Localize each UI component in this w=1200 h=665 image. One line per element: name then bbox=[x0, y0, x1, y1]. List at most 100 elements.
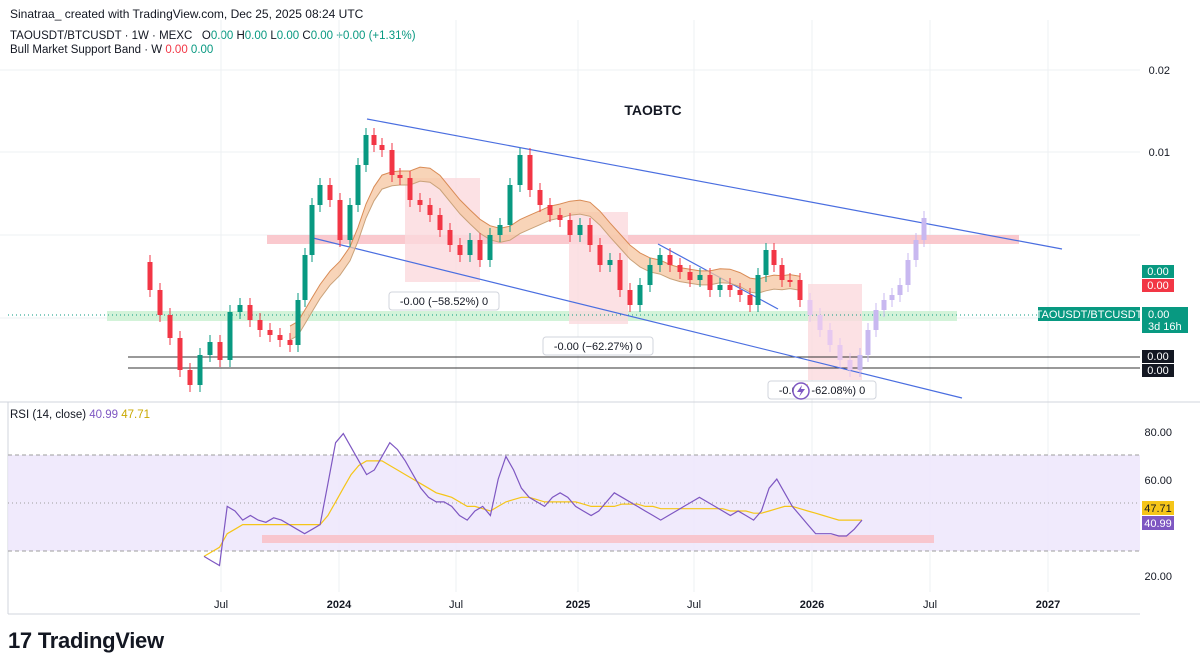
candle-body bbox=[287, 340, 293, 345]
candle-body bbox=[827, 330, 833, 345]
candle-body bbox=[865, 330, 871, 355]
candle-body bbox=[267, 330, 273, 335]
time-tick-jul-2023: Jul bbox=[214, 599, 228, 611]
candle-body bbox=[355, 165, 361, 205]
candle-body bbox=[337, 200, 343, 240]
candle-body bbox=[577, 225, 583, 235]
time-tick-2026: 2026 bbox=[800, 599, 824, 611]
svg-text:-0.0⚡-62.08%) 0: -0.0⚡-62.08%) 0 bbox=[779, 384, 865, 397]
candle-body bbox=[507, 185, 513, 225]
channel-upper-line[interactable] bbox=[366, 118, 1063, 250]
channel-lower-line[interactable] bbox=[312, 237, 963, 399]
candle-body bbox=[363, 135, 369, 165]
candle-body bbox=[447, 230, 453, 245]
chart-canvas[interactable]: TAOBTC -0.00 (−58.52%) 0 -0.00 (−62.27%)… bbox=[0, 0, 1200, 625]
candle-body bbox=[587, 225, 593, 245]
open-label: O bbox=[201, 30, 211, 42]
candle-body bbox=[247, 305, 253, 320]
candle-body bbox=[295, 300, 301, 345]
candle-body bbox=[677, 265, 683, 272]
green-support-zone bbox=[107, 311, 957, 321]
chart-title: TAOBTC bbox=[624, 102, 681, 118]
candle-body bbox=[637, 285, 643, 305]
svg-text:0.00: 0.00 bbox=[1147, 365, 1168, 377]
rsi-ma-value: 47.71 bbox=[121, 409, 151, 421]
symbol-price-tag[interactable]: TAOUSDT/BTCUSDT 0.00 3d 16h bbox=[1036, 307, 1188, 333]
candle-body bbox=[527, 155, 533, 190]
time-tick-2025: 2025 bbox=[566, 599, 590, 611]
candle-body bbox=[187, 370, 193, 385]
time-tick-jul-2025: Jul bbox=[687, 599, 701, 611]
candle-body bbox=[897, 285, 903, 295]
candle-body bbox=[557, 215, 563, 220]
candle-body bbox=[477, 240, 483, 260]
candle-body bbox=[167, 315, 173, 338]
low-value: 0.00 bbox=[276, 30, 300, 42]
rsi-support-zone bbox=[262, 535, 934, 543]
up-price-tag: 0.00 bbox=[1142, 265, 1174, 278]
candle-body bbox=[881, 300, 887, 310]
level-tag-1: 0.00 bbox=[1142, 350, 1174, 363]
candle-body bbox=[567, 220, 573, 235]
candle-body bbox=[657, 255, 663, 265]
low-label: L bbox=[270, 30, 277, 42]
drawdown-box-3 bbox=[808, 284, 862, 380]
down-price-tag: 0.00 bbox=[1142, 279, 1174, 292]
rsi-legend[interactable]: RSI (14, close) 40.99 47.71 bbox=[10, 409, 150, 421]
candle-body bbox=[467, 240, 473, 255]
svg-text:47.71: 47.71 bbox=[1144, 503, 1172, 515]
lightning-icon[interactable] bbox=[792, 382, 810, 400]
candle-body bbox=[747, 295, 753, 305]
rsi-tick-3: 20.00 bbox=[1144, 571, 1172, 583]
candle-body bbox=[837, 345, 843, 360]
time-tick-jul-2024: Jul bbox=[449, 599, 463, 611]
time-tick-2027: 2027 bbox=[1036, 599, 1060, 611]
time-tick-jul-2026: Jul bbox=[923, 599, 937, 611]
candle-body bbox=[497, 225, 503, 235]
bmsb-legend[interactable]: Bull Market Support Band · W 0.00 0.00 bbox=[10, 44, 213, 56]
candle-body bbox=[207, 342, 213, 355]
candle-body bbox=[647, 265, 653, 285]
candle-body bbox=[437, 215, 443, 230]
rsi-value: 40.99 bbox=[89, 409, 119, 421]
candle-body bbox=[197, 355, 203, 385]
bmsb-value-1: 0.00 bbox=[165, 44, 188, 56]
candle-body bbox=[487, 235, 493, 260]
rsi-line bbox=[203, 432, 863, 567]
high-value: 0.00 bbox=[244, 30, 268, 42]
candle-body bbox=[717, 285, 723, 290]
svg-text:TAOUSDT/BTCUSDT: TAOUSDT/BTCUSDT bbox=[1036, 309, 1143, 321]
rsi-tick-1: 80.00 bbox=[1144, 427, 1172, 439]
annotation-3[interactable]: -0.0⚡-62.08%) 0 bbox=[767, 380, 877, 400]
svg-text:-0.00 (−62.27%) 0: -0.00 (−62.27%) 0 bbox=[554, 341, 642, 353]
candle-body bbox=[771, 250, 777, 265]
rsi-ma-tag: 47.71 bbox=[1142, 501, 1174, 515]
bmsb-value-2: 0.00 bbox=[190, 44, 214, 56]
svg-text:0.00: 0.00 bbox=[1147, 266, 1168, 278]
candle-body bbox=[913, 240, 919, 260]
annotation-2[interactable]: -0.00 (−62.27%) 0 bbox=[542, 336, 654, 356]
candle-body bbox=[737, 290, 743, 295]
candle-body bbox=[397, 175, 403, 178]
rsi-tick-2: 60.00 bbox=[1144, 475, 1172, 487]
candle-body bbox=[157, 290, 163, 315]
symbol-legend[interactable]: TAOUSDT/BTCUSDT · 1W · MEXC O0.00 H0.00 … bbox=[10, 30, 416, 42]
candle-body bbox=[697, 275, 703, 280]
bmsb-upper-line bbox=[289, 166, 801, 327]
annotation-1[interactable]: -0.00 (−58.52%) 0 bbox=[388, 291, 500, 311]
candle-body bbox=[517, 155, 523, 185]
candle-body bbox=[779, 265, 785, 280]
candle-body bbox=[667, 255, 673, 265]
candle-body bbox=[547, 205, 553, 215]
bmsb-label: Bull Market Support Band · W bbox=[10, 44, 163, 56]
time-tick-2024: 2024 bbox=[327, 599, 352, 611]
candle-body bbox=[755, 275, 761, 305]
price-tick-1: 0.02 bbox=[1149, 65, 1170, 77]
candle-body bbox=[537, 190, 543, 205]
candle-body bbox=[177, 338, 183, 370]
candle-body bbox=[707, 275, 713, 290]
candle-body bbox=[873, 310, 879, 330]
high-label: H bbox=[236, 30, 245, 42]
candle-body bbox=[371, 135, 377, 145]
candle-body bbox=[309, 205, 315, 255]
